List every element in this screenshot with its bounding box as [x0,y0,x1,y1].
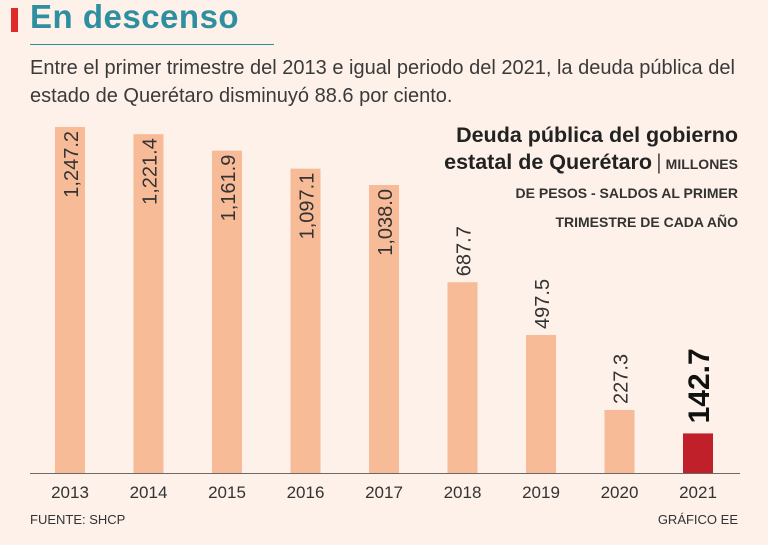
value-label-2018: 687.7 [454,226,476,276]
bar-2013 [55,127,85,473]
source-note: FUENTE: SHCP [30,512,126,527]
bar-2020 [604,409,635,473]
bar-2017 [369,185,399,473]
title-underline [30,44,274,45]
x-tick-label-2019: 2019 [522,483,560,502]
x-tick-label-2017: 2017 [365,483,403,502]
bar-2016 [290,168,321,473]
x-tick-label-2015: 2015 [208,483,246,502]
bar-2014 [133,134,164,473]
value-label-2014: 1,221.4 [140,138,162,205]
x-tick-label-2021: 2021 [679,483,717,502]
legend-units: MILLONES DE PESOS - SALDOS AL PRIMER TRI… [515,156,738,230]
x-tick-label-2018: 2018 [444,483,482,502]
value-label-2015: 1,161.9 [218,155,240,222]
title-accent-bar [11,8,18,32]
chart-legend: Deuda pública del gobierno estatal de Qu… [438,122,738,236]
value-label-2020: 227.3 [611,354,633,404]
value-label-2013: 1,247.2 [61,131,83,198]
bar-2019 [526,334,556,473]
x-tick-label-2013: 2013 [51,483,89,502]
legend-title: Deuda pública del gobierno estatal de Qu… [438,122,738,236]
page-title: En descenso [30,0,240,35]
x-tick-label-2020: 2020 [601,483,639,502]
x-tick-label-2016: 2016 [287,483,325,502]
value-label-2016: 1,097.1 [297,173,319,240]
value-label-2021: 142.7 [683,348,716,423]
x-tick-label-2014: 2014 [130,483,168,502]
bar-2021 [683,433,713,473]
page-subtitle: Entre el primer trimestre del 2013 e igu… [30,57,735,107]
legend-title-text: Deuda pública del gobierno estatal de Qu… [444,123,738,174]
bar-2018 [447,282,478,473]
value-label-2017: 1,038.0 [375,189,397,256]
value-label-2019: 497.5 [532,279,554,329]
credit-note: GRÁFICO EE [657,512,738,527]
legend-separator: | [656,150,662,174]
bar-2015 [212,150,242,473]
